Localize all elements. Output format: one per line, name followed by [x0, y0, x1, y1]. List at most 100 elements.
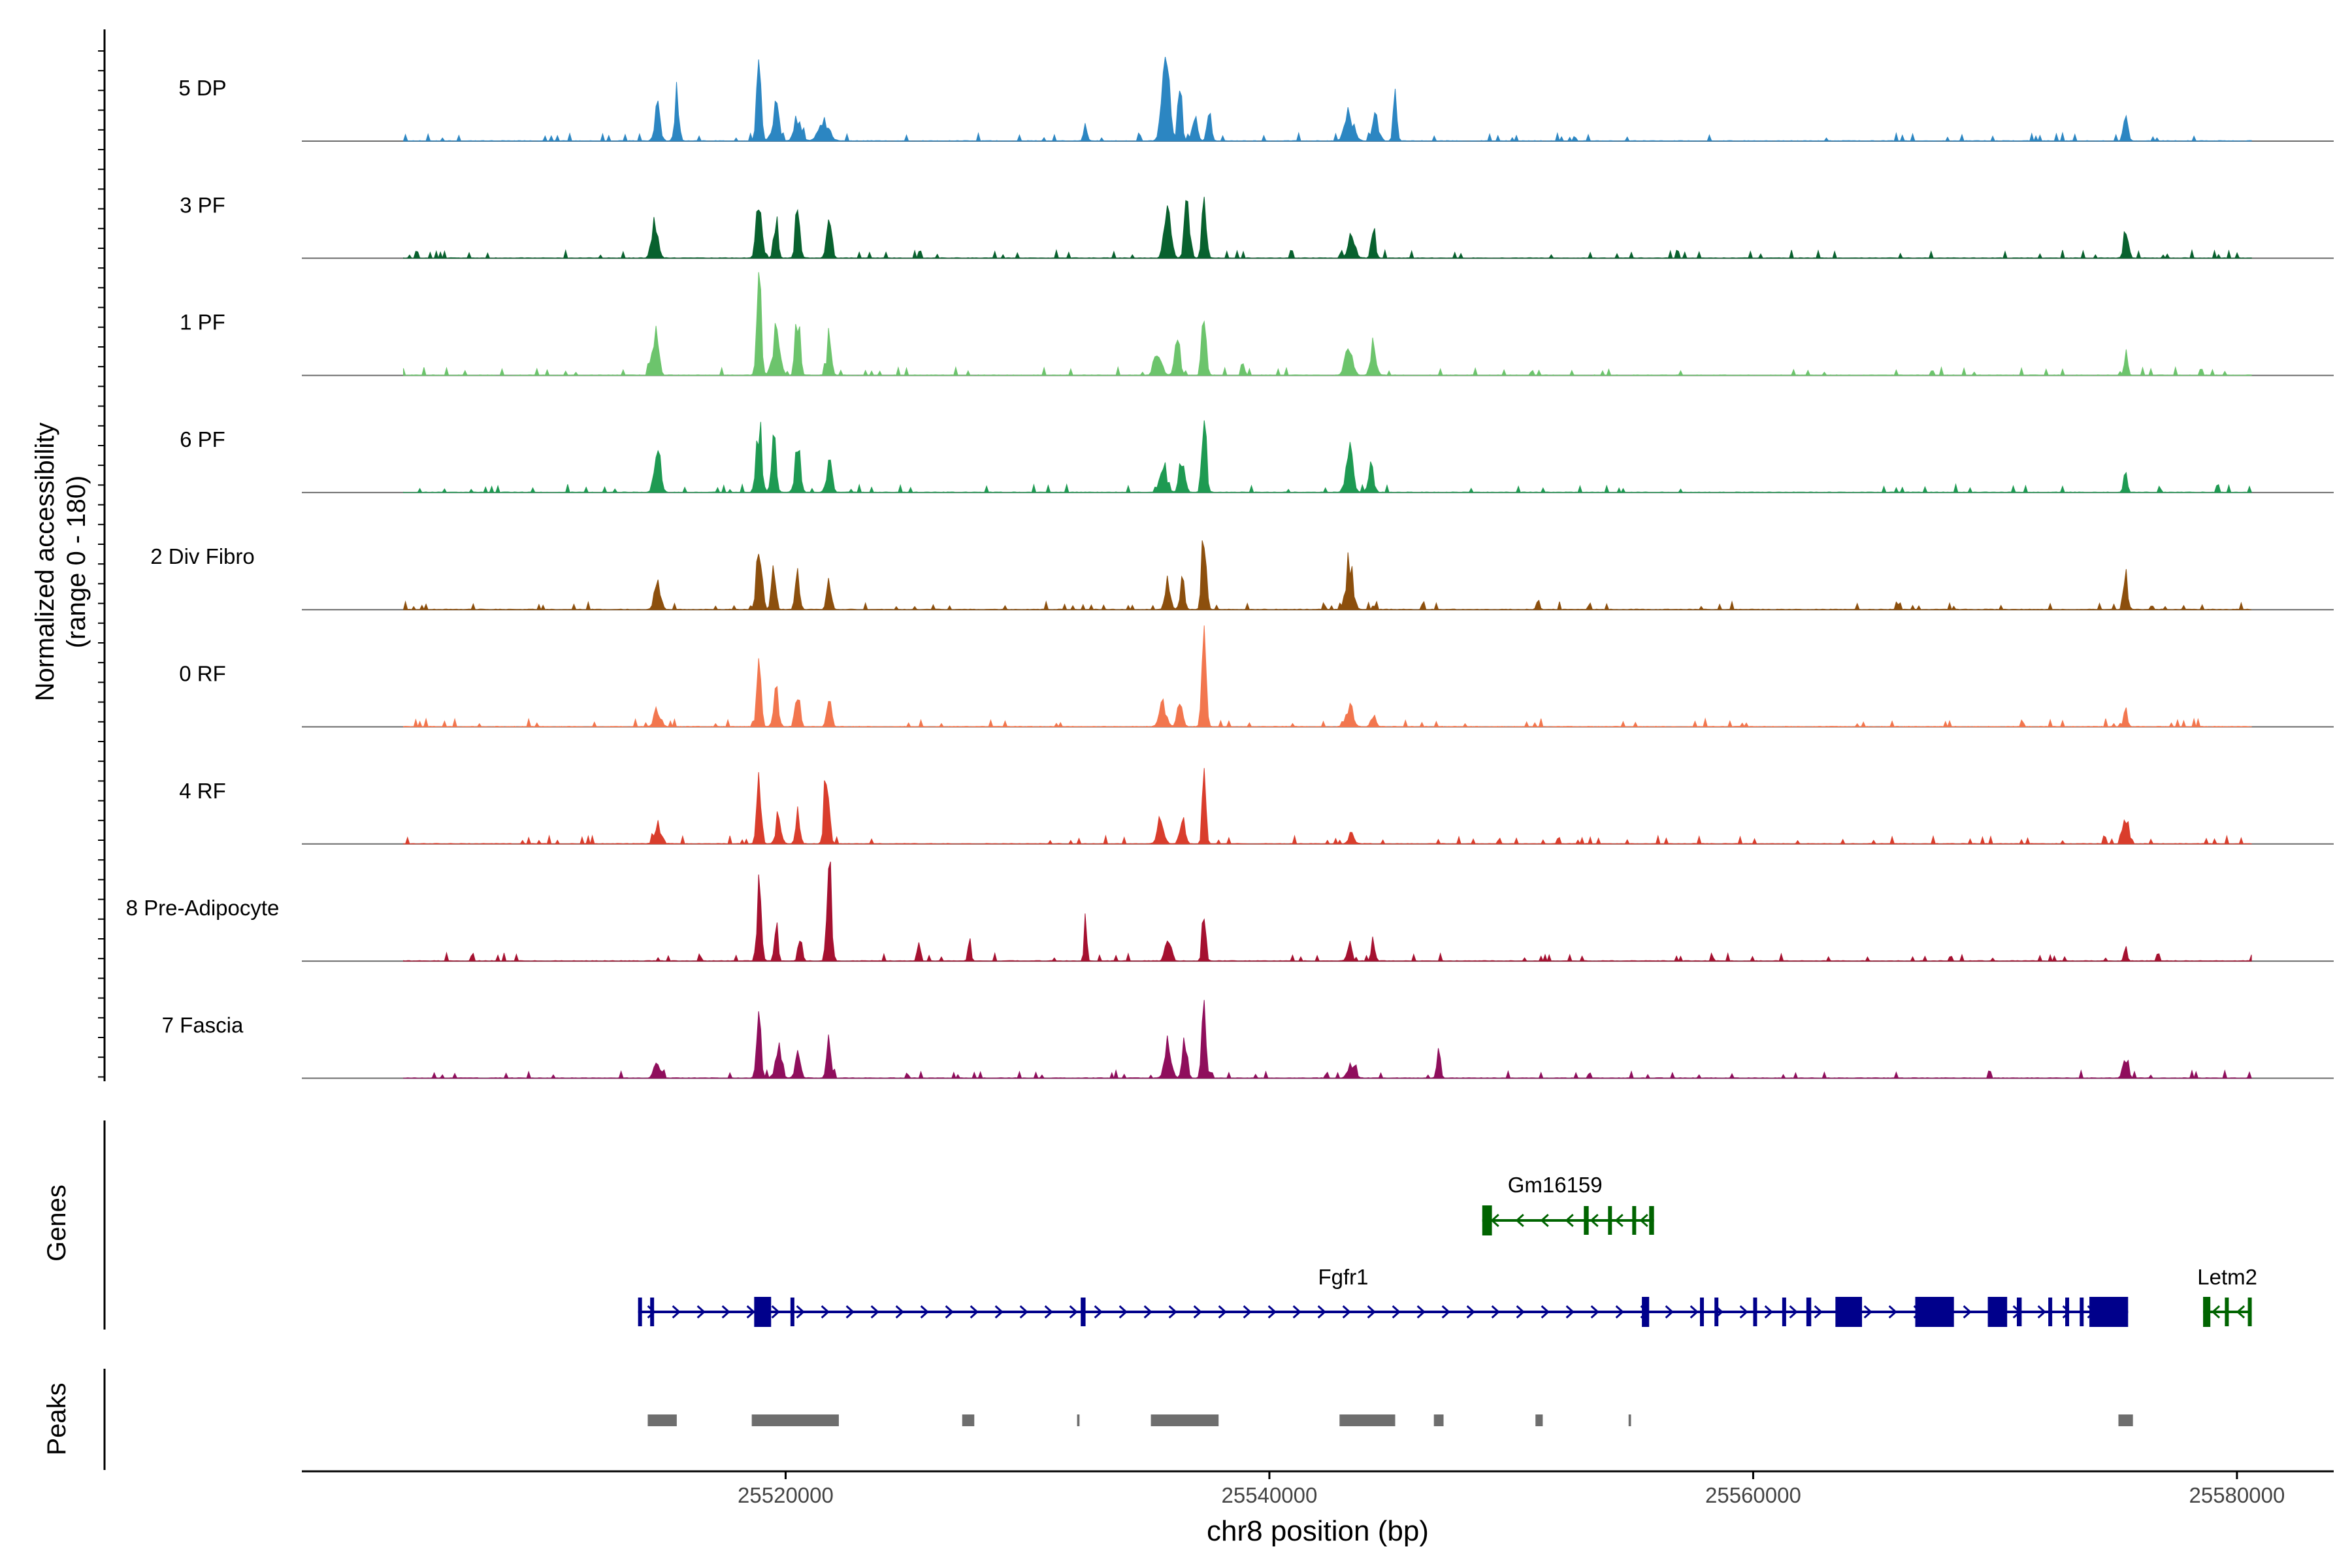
gene-label: Gm16159	[1508, 1173, 1603, 1197]
strand-arrow	[1789, 1305, 1798, 1319]
strand-arrow	[1490, 1213, 1499, 1228]
y-axis	[98, 29, 106, 1081]
strand-arrow	[2062, 1305, 2071, 1319]
exon	[2089, 1297, 2129, 1327]
strand-arrow	[994, 1305, 1004, 1319]
track-label: 8 Pre-Adipocyte	[126, 896, 280, 920]
strand-arrow	[1888, 1305, 1897, 1319]
track-label: 7 Fascia	[162, 1013, 244, 1037]
track-8-pre-adipocyte	[302, 861, 2334, 962]
strand-arrow	[1764, 1305, 1773, 1319]
exon	[1782, 1298, 1786, 1326]
strand-arrow	[1044, 1305, 1053, 1319]
coverage-area	[403, 768, 2252, 845]
strand-arrow	[771, 1305, 780, 1319]
exon	[638, 1298, 642, 1326]
strand-arrow	[970, 1305, 979, 1319]
peak-region	[962, 1414, 975, 1426]
strand-arrow	[696, 1305, 706, 1319]
x-tick-label: 25580000	[2189, 1483, 2285, 1507]
coverage-area	[403, 272, 2252, 376]
x-axis-title: chr8 position (bp)	[1207, 1515, 1429, 1547]
strand-arrow	[1069, 1305, 1078, 1319]
x-tick-label: 25520000	[738, 1483, 834, 1507]
genes-track: Gm16159 Fgfr1 Letm2	[638, 1173, 2257, 1327]
coverage-area	[403, 540, 2252, 611]
exon	[1835, 1297, 1863, 1327]
strand-arrow	[1516, 1305, 1525, 1319]
track-5-dp	[302, 56, 2334, 142]
strand-arrow	[1565, 1213, 1574, 1228]
strand-arrow	[1143, 1305, 1152, 1319]
strand-arrow	[1218, 1305, 1227, 1319]
strand-arrow	[1963, 1305, 1972, 1319]
strand-arrow	[1168, 1305, 1177, 1319]
track-1-pf	[302, 272, 2334, 376]
strand-arrow	[1416, 1305, 1426, 1319]
strand-arrow	[1094, 1305, 1103, 1319]
strand-arrow	[920, 1305, 929, 1319]
peak-region	[751, 1414, 839, 1426]
strand-arrow	[1590, 1305, 1599, 1319]
strand-arrow	[647, 1305, 656, 1319]
strand-arrow	[1392, 1305, 1401, 1319]
exon	[1632, 1206, 1637, 1235]
strand-arrow	[672, 1305, 681, 1319]
strand-arrow	[870, 1305, 879, 1319]
y-axis-ticks	[98, 50, 105, 1078]
exon	[1806, 1298, 1812, 1326]
strand-arrow	[1267, 1305, 1277, 1319]
track-6-pf	[302, 420, 2334, 493]
exon	[1482, 1205, 1492, 1235]
strand-arrow	[1317, 1305, 1326, 1319]
strand-arrow	[1193, 1305, 1202, 1319]
strand-arrow	[1540, 1213, 1549, 1228]
strand-arrow	[1292, 1305, 1301, 1319]
strand-arrow	[2211, 1305, 2221, 1319]
strand-arrow	[895, 1305, 904, 1319]
track-label: 0 RF	[179, 662, 226, 686]
coverage-area	[403, 625, 2252, 728]
coverage-area	[403, 197, 2252, 259]
exon	[1642, 1297, 1650, 1327]
exon	[1915, 1297, 1954, 1327]
coverage-area	[403, 420, 2252, 493]
exon	[790, 1298, 794, 1326]
exon	[2080, 1298, 2084, 1326]
strand-arrow	[1639, 1213, 1648, 1228]
y-axis-subtitle: (range 0 - 180)	[62, 476, 91, 649]
track-4-rf	[302, 768, 2334, 845]
exon	[1699, 1298, 1704, 1326]
strand-arrow	[1690, 1305, 1699, 1319]
gene-label: Letm2	[2197, 1265, 2257, 1289]
exon	[2048, 1298, 2053, 1326]
peak-region	[1077, 1414, 1080, 1426]
strand-arrow	[1614, 1213, 1624, 1228]
peak-region	[1433, 1414, 1444, 1426]
exon	[650, 1298, 655, 1326]
peak-region	[647, 1414, 677, 1426]
exon	[1608, 1206, 1612, 1235]
track-labels: 5 DP 3 PF 1 PF 6 PF 2 Div Fibro 0 RF 4 RF 8 Pre…	[126, 76, 280, 1037]
genes-track-label: Genes	[42, 1184, 71, 1262]
strand-arrow	[1243, 1305, 1252, 1319]
strand-arrow	[2236, 1305, 2246, 1319]
track-label: 4 RF	[179, 779, 226, 803]
x-axis-ticks: 25520000 25540000 25560000 25580000	[738, 1471, 2285, 1507]
peak-region	[1151, 1414, 1219, 1426]
peak-region	[2118, 1414, 2133, 1426]
track-0-rf	[302, 625, 2334, 728]
track-3-pf	[302, 197, 2334, 259]
peaks-track-label: Peaks	[42, 1382, 71, 1455]
strand-arrow	[746, 1305, 755, 1319]
strand-arrow	[721, 1305, 730, 1319]
x-tick-label: 25560000	[1705, 1483, 1801, 1507]
exon	[2065, 1298, 2070, 1326]
exon	[754, 1297, 772, 1327]
exon	[2225, 1298, 2229, 1326]
exon	[1081, 1298, 1086, 1326]
exon	[1753, 1298, 1757, 1326]
peak-region	[1339, 1414, 1396, 1426]
strand-arrow	[1441, 1305, 1450, 1319]
